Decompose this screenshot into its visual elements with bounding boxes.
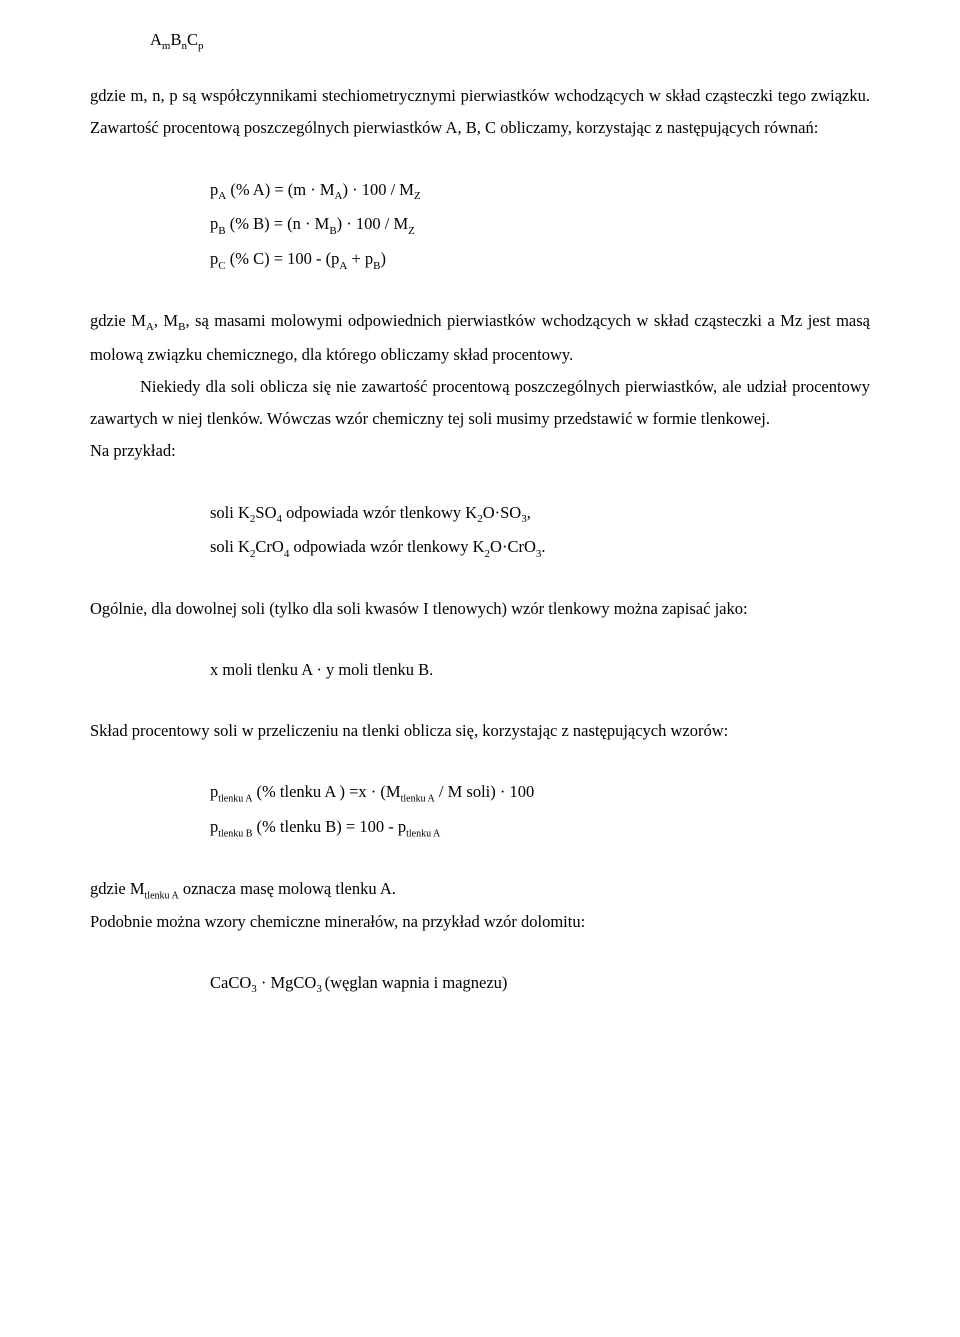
paragraph-6: Skład procentowy soli w przeliczeniu na …	[90, 715, 870, 747]
formula-4-line-1: ptlenku A (% tlenku A ) =x · (Mtlenku A …	[210, 775, 870, 810]
paragraph-4: Na przykład:	[90, 435, 870, 467]
formula-1-line-2: pB (% B) = (n · MB) · 100 / MZ	[210, 207, 870, 242]
formula-1-line-3: pC (% C) = 100 - (pA + pB)	[210, 242, 870, 277]
formula-5-line-1: CaCO3 · MgCO3 (węglan wapnia i magnezu)	[210, 966, 870, 1001]
formula-2-line-2: soli K2CrO4 odpowiada wzór tlenkowy K2O·…	[210, 530, 870, 565]
paragraph-5: Ogólnie, dla dowolnej soli (tylko dla so…	[90, 593, 870, 625]
formula-3-line-1: x moli tlenku A · y moli tlenku B.	[210, 653, 870, 687]
formula-block-2: soli K2SO4 odpowiada wzór tlenkowy K2O·S…	[90, 496, 870, 566]
top-formula: AmBnCp	[90, 30, 870, 52]
paragraph-1: gdzie m, n, p są współczynnikami stechio…	[90, 80, 870, 144]
paragraph-2: gdzie MA, MB, są masami molowymi odpowie…	[90, 305, 870, 371]
paragraph-8: Podobnie można wzory chemiczne minerałów…	[90, 906, 870, 938]
formula-block-4: ptlenku A (% tlenku A ) =x · (Mtlenku A …	[90, 775, 870, 845]
formula-block-5: CaCO3 · MgCO3 (węglan wapnia i magnezu)	[90, 966, 870, 1001]
paragraph-7: gdzie Mtlenku A oznacza masę molową tlen…	[90, 873, 870, 906]
formula-1-line-1: pA (% A) = (m · MA) · 100 / MZ	[210, 173, 870, 208]
paragraph-3: Niekiedy dla soli oblicza się nie zawart…	[90, 371, 870, 435]
formula-2-line-1: soli K2SO4 odpowiada wzór tlenkowy K2O·S…	[210, 496, 870, 531]
formula-block-1: pA (% A) = (m · MA) · 100 / MZ pB (% B) …	[90, 173, 870, 278]
formula-block-3: x moli tlenku A · y moli tlenku B.	[90, 653, 870, 687]
formula-4-line-2: ptlenku B (% tlenku B) = 100 - ptlenku A	[210, 810, 870, 845]
